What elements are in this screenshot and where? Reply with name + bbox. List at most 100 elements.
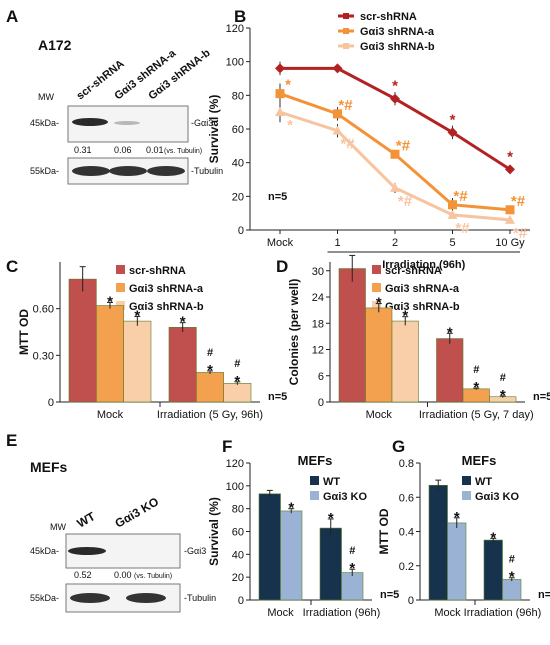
y-axis-label: Colonies (per well) [287, 279, 301, 386]
panel-a: A A172 MW scr-shRNA Gαi3 shRNA-a Gαi3 sh… [6, 7, 223, 185]
significance-mark: * [134, 307, 140, 324]
band-tubulin-lane1 [70, 593, 110, 603]
y-tick-label: 18 [312, 318, 324, 330]
significance-mark: * [328, 510, 334, 527]
n-note: n=5 [538, 589, 550, 601]
band-tubulin-lane2 [126, 593, 166, 603]
quant-unit: (vs. Tubulin) [164, 148, 202, 155]
significance-mark: * [473, 379, 479, 396]
data-point [447, 209, 458, 219]
y-tick-label: 0 [318, 397, 324, 409]
chart-b: B 0 20 40 60 80 100 120 Survival (%) scr-shRNA Gαi… [207, 7, 530, 271]
legend-swatch [372, 301, 381, 310]
significance-mark: * [207, 362, 213, 379]
legend-label: Gαi3 shRNA-a [129, 283, 204, 295]
data-point [505, 214, 515, 224]
panel-letter: A [6, 7, 18, 26]
data-point [448, 200, 457, 210]
x-tick-label: 2 [392, 237, 398, 249]
y-tick-label: 0.6 [399, 492, 414, 504]
y-tick-label: 20 [232, 191, 244, 203]
data-point [275, 107, 285, 117]
quant-value: 0.00 [114, 570, 132, 580]
band-label-tubulin: -Tubulin [191, 166, 223, 176]
n-note: n=5 [268, 191, 287, 203]
marker-55kda: 55kDa- [30, 166, 59, 176]
series-line [279, 110, 511, 222]
band-gai3-lane2 [114, 121, 140, 125]
significance-mark: *# [340, 136, 355, 153]
legend-marker [343, 28, 349, 34]
x-tick-label: Irradiation (96h) [303, 607, 381, 619]
significance-mark: * [447, 324, 453, 341]
band-gai3-lane1 [72, 118, 108, 126]
lane-label: Gαi3 KO [113, 494, 162, 530]
legend-label: Gαi3 KO [323, 491, 367, 503]
y-tick-label: 0.4 [399, 527, 414, 539]
marker-45kda: 45kDa- [30, 118, 59, 128]
legend-label: Gαi3 shRNA-b [129, 301, 204, 313]
bar [365, 307, 393, 403]
quant-unit: (vs. Tubulin) [134, 573, 172, 580]
data-point [332, 63, 343, 74]
y-tick-label: 0 [408, 595, 414, 607]
y-tick-label: 40 [232, 549, 244, 561]
y-tick-label: 0 [238, 225, 244, 237]
legend-swatch [116, 283, 125, 292]
n-note: n=5 [380, 589, 399, 601]
y-tick-label: 0.8 [399, 458, 414, 470]
data-point [447, 127, 458, 138]
legend-label: Gαi3 shRNA-a [360, 26, 435, 38]
significance-mark: # [234, 358, 240, 370]
cell-line-label: MEFs [30, 459, 68, 475]
y-axis-label: MTT OD [377, 508, 391, 554]
quant-value: 0.31 [74, 145, 92, 155]
legend-label: Gαi3 KO [475, 491, 519, 503]
significance-mark: *# [453, 188, 468, 205]
bar [168, 327, 197, 403]
significance-mark: # [500, 372, 506, 384]
legend-label: scr-shRNA [385, 265, 442, 277]
significance-mark: * [285, 77, 291, 94]
panel-letter: C [6, 257, 18, 276]
bar [428, 484, 448, 601]
significance-mark: * [402, 308, 408, 325]
y-tick-label: 20 [232, 572, 244, 584]
bar [391, 320, 419, 403]
significance-mark: *# [513, 225, 528, 242]
legend-swatch [310, 476, 319, 485]
band-label-gai3: -Gαi3 [191, 118, 213, 128]
data-point [505, 205, 515, 215]
band-gai3-lane1 [68, 547, 106, 555]
quant-value: 0.52 [74, 570, 92, 580]
legend-label: scr-shRNA [360, 11, 417, 23]
band-label-gai3: -Gαi3 [184, 546, 206, 556]
legend-marker [343, 13, 349, 19]
significance-mark: * [392, 78, 398, 95]
chart-g: G 0 0.2 0.4 0.6 0.8 MTT OD MEFs WT Gαi3 KO n=5 Mock… [377, 437, 550, 619]
mw-label: MW [50, 522, 66, 532]
chart-title: MEFs [298, 453, 333, 468]
bar [258, 493, 281, 601]
legend-label: Gαi3 shRNA-b [360, 41, 435, 53]
data-point [275, 63, 285, 74]
data-point [505, 164, 515, 175]
y-tick-label: 30 [312, 266, 324, 278]
band-tubulin-lane1 [72, 166, 110, 176]
significance-mark: * [376, 295, 382, 312]
x-tick-label: Mock [366, 409, 393, 421]
bar [280, 510, 303, 601]
legend-label: Gαi3 shRNA-b [385, 301, 460, 313]
n-note: n=5 [533, 391, 550, 403]
panel-letter: E [6, 431, 17, 450]
y-tick-label: 100 [226, 481, 244, 493]
bar [483, 539, 503, 601]
lane-label: Gαi3 shRNA-b [146, 47, 212, 103]
quant-value: 0.06 [114, 145, 132, 155]
legend-swatch [372, 283, 381, 292]
y-axis-label: MTT OD [17, 309, 31, 355]
y-axis-label: Survival (%) [207, 497, 221, 566]
significance-mark: * [349, 560, 355, 577]
bar [196, 372, 224, 403]
bar [123, 320, 152, 403]
